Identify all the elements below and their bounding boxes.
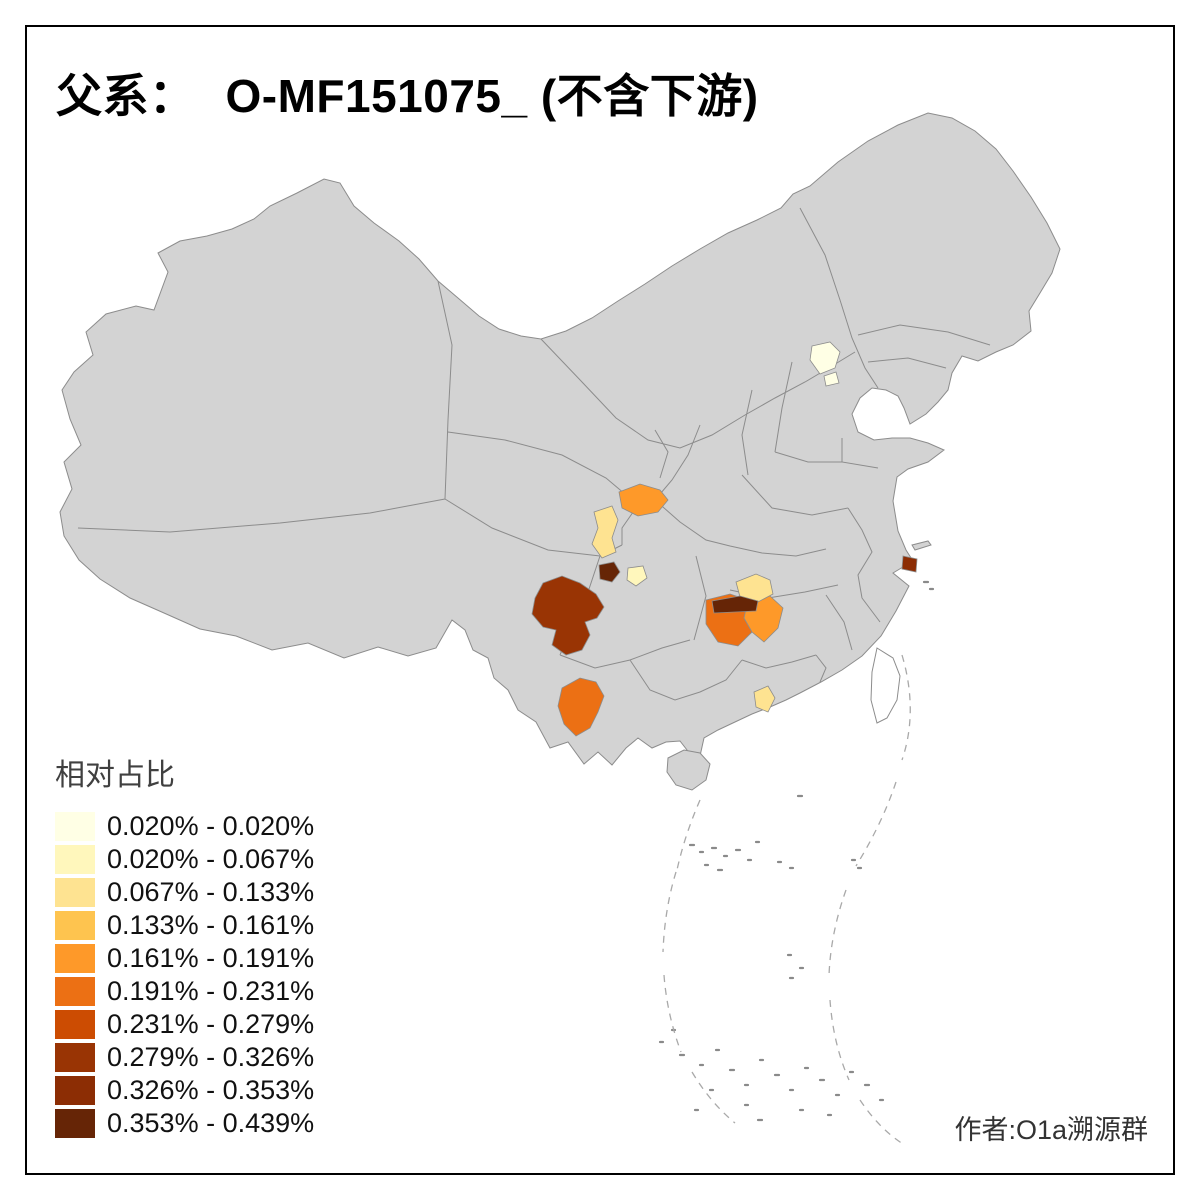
legend-item-label: 0.279% - 0.326% [107, 1042, 315, 1072]
region-gansu-south [591, 505, 619, 559]
region-west-hunan-dark [711, 595, 759, 614]
legend-item-label: 0.133% - 0.161% [107, 910, 315, 940]
page-title: 父系： O-MF151075_ (不含下游) [56, 60, 759, 126]
legend-item-label: 0.191% - 0.231% [107, 976, 315, 1006]
nine-dash-line [662, 654, 911, 1145]
legend-swatch [55, 1010, 95, 1039]
legend-swatch [55, 1043, 95, 1072]
legend-item: 0.020% - 0.067% [55, 844, 315, 874]
legend-swatch [55, 812, 95, 841]
legend-item-label: 0.020% - 0.020% [107, 811, 315, 841]
legend-title: 相对占比 [55, 759, 175, 792]
region-south-yunnan [557, 677, 605, 737]
legend-item-label: 0.326% - 0.353% [107, 1075, 315, 1105]
south-china-sea-islands [658, 580, 935, 1122]
legend-item: 0.020% - 0.020% [55, 811, 315, 841]
region-beijing-south [823, 371, 840, 387]
legend-item: 0.191% - 0.231% [55, 976, 315, 1006]
legend-item: 0.067% - 0.133% [55, 877, 315, 907]
legend-item: 0.326% - 0.353% [55, 1075, 315, 1105]
legend-swatch [55, 845, 95, 874]
legend-swatch [55, 911, 95, 940]
title-prefix: 父系： [56, 71, 196, 122]
region-north-sichuan-pale [626, 565, 648, 587]
legend-item: 0.231% - 0.279% [55, 1009, 315, 1039]
legend-item-label: 0.353% - 0.439% [107, 1108, 315, 1138]
province-borders [77, 207, 991, 701]
legend: 相对占比 0.020% - 0.020% 0.020% - 0.067% 0.0… [55, 750, 314, 1142]
legend-item: 0.279% - 0.326% [55, 1042, 315, 1072]
hainan-island [666, 749, 711, 791]
legend-item-label: 0.161% - 0.191% [107, 943, 315, 973]
region-north-sichuan-dark [598, 561, 621, 583]
region-north-guangdong-pale [753, 685, 776, 713]
legend-item-label: 0.067% - 0.133% [107, 877, 315, 907]
legend-swatch [55, 1109, 95, 1138]
legend-item-label: 0.020% - 0.067% [107, 844, 315, 874]
legend-item: 0.353% - 0.439% [55, 1108, 315, 1138]
title-haplogroup: O-MF151075_ (不含下游) [225, 70, 759, 122]
region-beijing [809, 341, 841, 375]
legend-item: 0.133% - 0.161% [55, 910, 315, 940]
region-west-sichuan [531, 575, 605, 656]
legend-swatch [55, 977, 95, 1006]
legend-item: 0.161% - 0.191% [55, 943, 315, 973]
legend-swatch [55, 944, 95, 973]
legend-swatch [55, 878, 95, 907]
region-gansu-southeast [618, 483, 669, 517]
legend-item-label: 0.231% - 0.279% [107, 1009, 315, 1039]
china-landmass [59, 112, 1061, 766]
taiwan-island [870, 647, 901, 724]
region-shanghai [901, 555, 918, 573]
chongming-island [911, 540, 932, 551]
legend-swatch [55, 1076, 95, 1105]
author-credit: 作者:O1a溯源群 [954, 1115, 1148, 1145]
